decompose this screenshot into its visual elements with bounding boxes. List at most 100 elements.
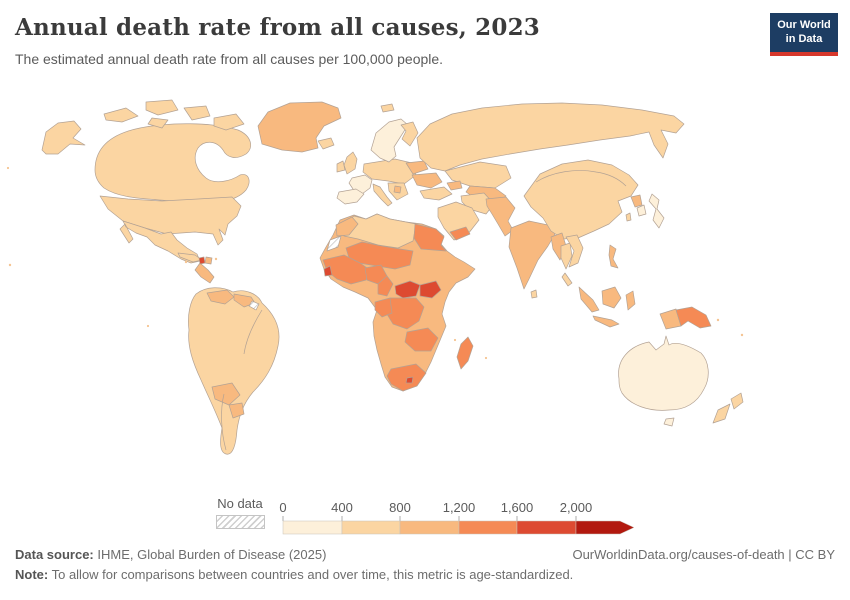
country-alaska[interactable] [41,120,86,155]
country-india[interactable] [508,220,556,290]
country-north-korea[interactable] [630,194,643,208]
country-finland[interactable] [400,121,419,147]
legend-tick-label: 2,000 [560,500,593,515]
country-madagascar[interactable] [456,336,474,370]
country-belarus-baltics[interactable] [405,160,429,175]
country-kazakhstan[interactable] [444,161,512,189]
country-dominican-republic[interactable] [204,256,213,265]
country-thailand[interactable] [560,242,573,270]
legend-bin-swatch[interactable] [516,520,577,535]
chart-subtitle: The estimated annual death rate from all… [15,50,444,67]
country-central-america[interactable] [194,262,215,284]
country-indonesia[interactable] [578,286,682,330]
island-dot [214,257,218,261]
country-scandinavia[interactable] [370,118,409,163]
country-haiti[interactable] [198,256,206,265]
country-philippines[interactable] [608,244,619,269]
island-dot [740,333,744,337]
country-lesotho[interactable] [405,376,414,384]
country-ukraine[interactable] [411,172,443,189]
border-mongolia [535,170,627,187]
legend-no-data-swatch[interactable] [216,515,265,529]
country-papua-new-guinea[interactable] [675,306,712,329]
legend-bin-swatch[interactable] [282,520,343,535]
country-paraguay[interactable] [228,402,245,419]
country-serbia[interactable] [393,185,402,194]
country-bolivia[interactable] [211,382,241,406]
legend-bin-swatch[interactable] [341,520,401,535]
country-iberia[interactable] [336,188,365,205]
small-island-dots [6,166,744,360]
country-caucasus[interactable] [446,180,463,191]
island-dot [716,318,720,322]
country-taiwan[interactable] [625,212,632,222]
island-dot [6,166,10,170]
island-dot [8,263,12,267]
note-line: Note: To allow for comparisons between c… [15,567,573,582]
country-indochina[interactable] [565,234,584,268]
country-south-korea[interactable] [636,204,647,217]
legend-bin-swatch[interactable] [458,520,518,535]
owid-logo-line1: Our World [777,19,831,31]
country-mexico[interactable] [119,220,201,264]
chart-header: Annual death rate from all causes, 2023 … [15,14,755,67]
country-china[interactable] [523,159,639,240]
country-cuba[interactable] [177,252,203,263]
country-congo-gabon[interactable] [374,297,393,318]
country-new-zealand[interactable] [712,392,744,424]
legend-tick-marks [282,516,577,521]
legend-tick-label: 1,200 [443,500,476,515]
legend-tick-label: 0 [279,500,286,515]
country-italy[interactable] [372,183,393,207]
legend-tick-label: 400 [331,500,353,515]
country-sierra-leone[interactable] [323,265,333,277]
legend-bin-swatch[interactable] [399,520,460,535]
country-south-sudan[interactable] [419,280,442,299]
legend-no-data-label: No data [217,496,263,511]
country-greenland[interactable] [257,101,342,153]
country-united-kingdom[interactable] [343,151,358,175]
country-central-african-republic[interactable] [394,280,421,299]
legend-arrow-swatch[interactable] [575,520,635,535]
legend-colorbar: 0 400 800 1,200 1,600 2,000 [279,500,635,535]
country-turkey[interactable] [419,186,453,201]
note-text: To allow for comparisons between countri… [48,567,574,583]
country-tasmania[interactable] [663,417,675,427]
island-dot [453,338,457,342]
country-egypt[interactable] [413,223,447,252]
border-chile-argentina [221,393,227,451]
country-japan[interactable] [648,193,665,229]
data-source-line: Data source: IHME, Global Burden of Dise… [15,545,326,565]
chart-footer: Data source: IHME, Global Burden of Dise… [15,545,835,585]
country-iceland[interactable] [317,137,335,150]
note-label: Note: [15,567,49,583]
country-canada[interactable] [94,123,252,204]
island-dot [484,356,488,360]
country-malaysia[interactable] [561,272,573,287]
legend-bins [282,520,635,535]
country-ireland[interactable] [336,160,346,173]
country-sri-lanka[interactable] [530,289,538,299]
country-south-africa[interactable] [386,363,427,392]
owid-logo[interactable]: Our World in Data [770,13,838,56]
credit-link[interactable]: OurWorldinData.org/causes-of-death | CC … [572,547,835,562]
country-morocco[interactable] [335,216,359,237]
country-western-sahara[interactable] [326,235,342,252]
country-russia[interactable] [416,102,685,172]
country-canada-arctic-islands[interactable] [103,99,245,131]
country-australia[interactable] [618,335,709,411]
country-yemen[interactable] [449,226,471,241]
data-source-text: IHME, Global Burden of Disease (2025) [93,547,327,562]
border-brazil-west [243,309,263,355]
legend-tick-label: 1,600 [501,500,534,515]
legend-tick-label: 800 [389,500,411,515]
country-venezuela[interactable] [206,289,235,305]
country-zambia-mozambique[interactable] [404,327,439,352]
page-title: Annual death rate from all causes, 2023 [15,14,540,41]
country-french-guiana[interactable] [248,300,260,311]
country-svalbard[interactable] [380,103,395,113]
island-dot [184,260,188,264]
country-cameroon[interactable] [377,275,394,297]
country-afghanistan-pakistan[interactable] [485,196,516,237]
country-south-america[interactable] [188,287,280,455]
